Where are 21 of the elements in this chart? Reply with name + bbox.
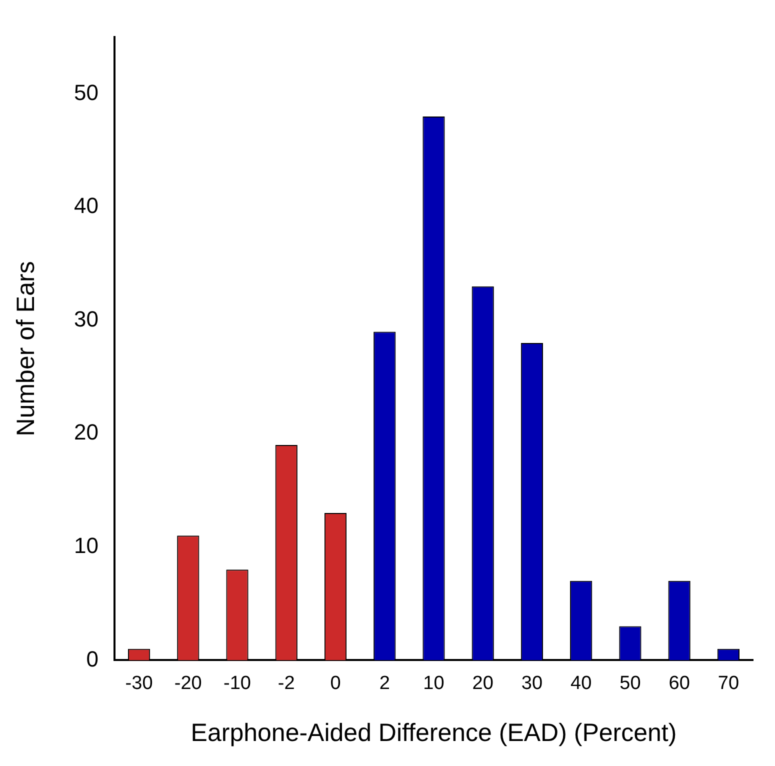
x-tick-label: -20 <box>174 672 202 694</box>
x-tick-label: 2 <box>379 672 390 694</box>
y-tick-label: 20 <box>74 420 98 445</box>
y-tick-label: 50 <box>74 80 98 105</box>
x-tick-label: 10 <box>423 672 444 694</box>
x-axis-title: Earphone-Aided Difference (EAD) (Percent) <box>190 718 677 747</box>
x-tick-label: -10 <box>224 672 251 694</box>
y-axis-title: Number of Ears <box>12 261 40 436</box>
y-tick-label: 30 <box>74 306 98 332</box>
x-tick-label: 0 <box>330 672 341 694</box>
y-tick-label: 10 <box>74 532 98 558</box>
x-tick-label: 50 <box>620 672 641 694</box>
y-tick-label: 40 <box>74 193 98 218</box>
x-tick-label: -30 <box>125 672 153 694</box>
x-tick-label: 20 <box>472 672 494 694</box>
x-tick-label: 70 <box>718 672 740 694</box>
x-tick-label: 60 <box>668 672 690 694</box>
y-tick-label: 0 <box>86 646 98 672</box>
x-tick-label: -2 <box>278 672 295 694</box>
x-tick-label: 40 <box>570 672 592 694</box>
x-tick-label: 30 <box>521 672 543 694</box>
